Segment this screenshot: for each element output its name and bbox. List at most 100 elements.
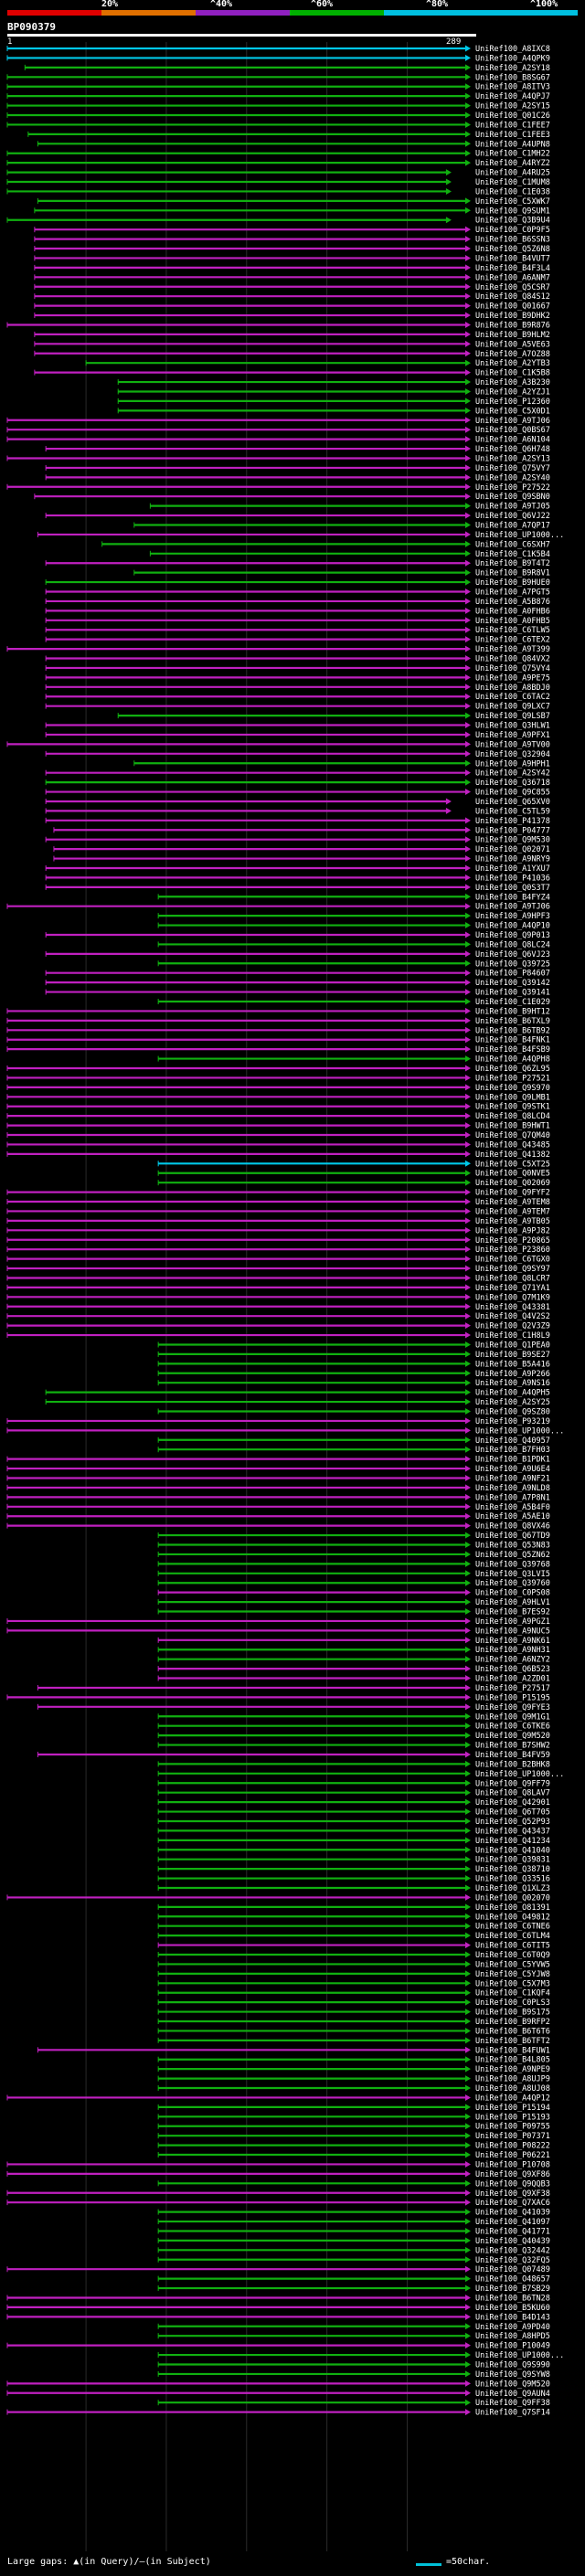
hit-row[interactable]: UniRef100_Q5ZN62 bbox=[157, 1551, 550, 1560]
hit-id-link[interactable]: UniRef100_Q02070 bbox=[475, 1893, 550, 1903]
hit-id-link[interactable]: UniRef100_P10708 bbox=[475, 2160, 550, 2169]
hit-id-link[interactable]: UniRef100_B9HWT1 bbox=[475, 1122, 550, 1131]
hit-row[interactable]: UniRef100_C0PLS3 bbox=[157, 1998, 550, 2008]
hit-id-link[interactable]: UniRef100_C1MUM8 bbox=[475, 178, 550, 187]
hit-row[interactable]: UniRef100_Q4V2S2 bbox=[6, 1312, 550, 1321]
hit-row[interactable]: UniRef100_Q42901 bbox=[157, 1798, 550, 1807]
hit-row[interactable]: UniRef100_C1E038 bbox=[6, 187, 550, 196]
hit-row[interactable]: UniRef100_A2YZJ1 bbox=[117, 387, 550, 397]
hit-row[interactable]: UniRef100_Q5CSR7 bbox=[34, 283, 550, 292]
hit-row[interactable]: UniRef100_A4QPK9 bbox=[6, 54, 550, 63]
hit-id-link[interactable]: UniRef100_Q6H748 bbox=[475, 445, 550, 454]
hit-row[interactable]: UniRef100_Q6H748 bbox=[45, 445, 550, 454]
hit-row[interactable]: UniRef100_A9NUC5 bbox=[6, 1627, 550, 1636]
hit-row[interactable]: UniRef100_P04777 bbox=[53, 826, 550, 835]
hit-id-link[interactable]: UniRef100_Q39831 bbox=[475, 1856, 550, 1865]
hit-row[interactable]: UniRef100_Q9M1G1 bbox=[157, 1712, 550, 1722]
hit-row[interactable]: UniRef100_B9T4T2 bbox=[45, 559, 550, 568]
hit-row[interactable]: UniRef100_P93219 bbox=[6, 1417, 550, 1426]
hit-id-link[interactable]: UniRef100_A9NUC5 bbox=[475, 1627, 550, 1636]
hit-id-link[interactable]: UniRef100_A8UJP9 bbox=[475, 2075, 550, 2084]
hit-id-link[interactable]: UniRef100_Q9M520 bbox=[475, 1732, 550, 1741]
hit-row[interactable]: UniRef100_Q1XLZ3 bbox=[157, 1884, 550, 1893]
hit-id-link[interactable]: UniRef100_Q9STK1 bbox=[475, 1103, 550, 1112]
hit-row[interactable]: UniRef100_Q43485 bbox=[6, 1140, 550, 1150]
hit-row[interactable]: UniRef100_Q9LMB1 bbox=[6, 1093, 550, 1102]
hit-row[interactable]: UniRef100_C6SXH7 bbox=[101, 540, 550, 549]
hit-id-link[interactable]: UniRef100_Q9FYE3 bbox=[475, 1703, 550, 1712]
hit-id-link[interactable]: UniRef100_Q53N83 bbox=[475, 1542, 550, 1551]
hit-row[interactable]: UniRef100_Q41234 bbox=[157, 1837, 550, 1846]
hit-id-link[interactable]: UniRef100_A9PFX1 bbox=[475, 731, 550, 740]
hit-id-link[interactable]: UniRef100_A9NS16 bbox=[475, 1379, 550, 1388]
hit-row[interactable]: UniRef100_Q02071 bbox=[53, 845, 550, 854]
hit-row[interactable]: UniRef100_B7SB29 bbox=[157, 2284, 550, 2294]
hit-id-link[interactable]: UniRef100_A7OZ88 bbox=[475, 350, 550, 359]
hit-id-link[interactable]: UniRef100_B9HUE0 bbox=[475, 578, 550, 588]
hit-row[interactable]: UniRef100_B5A416 bbox=[157, 1360, 550, 1369]
hit-row[interactable]: UniRef100_Q43437 bbox=[157, 1827, 550, 1836]
hit-id-link[interactable]: UniRef100_B6TFT2 bbox=[475, 2037, 550, 2046]
hit-id-link[interactable]: UniRef100_Q6B523 bbox=[475, 1665, 550, 1674]
hit-id-link[interactable]: UniRef100_A8ITV3 bbox=[475, 83, 550, 92]
hit-row[interactable]: UniRef100_A2SY13 bbox=[6, 454, 550, 463]
hit-row[interactable]: UniRef100_A9PD40 bbox=[157, 2323, 550, 2332]
hit-id-link[interactable]: UniRef100_A9TJ06 bbox=[475, 903, 550, 912]
hit-row[interactable]: UniRef100_Q9XF86 bbox=[6, 2170, 550, 2179]
hit-id-link[interactable]: UniRef100_Q1PEA0 bbox=[475, 1341, 550, 1350]
hit-id-link[interactable]: UniRef100_A7PGT5 bbox=[475, 588, 550, 598]
hit-id-link[interactable]: UniRef100_Q9LXC7 bbox=[475, 703, 550, 712]
hit-id-link[interactable]: UniRef100_O81391 bbox=[475, 1903, 550, 1913]
hit-id-link[interactable]: UniRef100_B2BHK8 bbox=[475, 1760, 550, 1769]
hit-row[interactable]: UniRef100_Q9FF38 bbox=[157, 2399, 550, 2408]
hit-id-link[interactable]: UniRef100_Q39725 bbox=[475, 959, 550, 969]
hit-id-link[interactable]: UniRef100_C1K5B4 bbox=[475, 550, 550, 559]
hit-row[interactable]: UniRef100_Q8LCR7 bbox=[6, 1274, 550, 1283]
hit-id-link[interactable]: UniRef100_C1E038 bbox=[475, 187, 550, 196]
hit-id-link[interactable]: UniRef100_B9R876 bbox=[475, 321, 550, 330]
hit-row[interactable]: UniRef100_Q84VX2 bbox=[45, 655, 550, 664]
hit-row[interactable]: UniRef100_Q9LSB7 bbox=[117, 712, 550, 721]
hit-id-link[interactable]: UniRef100_C6TLM4 bbox=[475, 1932, 550, 1941]
hit-row[interactable]: UniRef100_Q32442 bbox=[157, 2246, 550, 2255]
hit-row[interactable]: UniRef100_Q36718 bbox=[45, 779, 550, 788]
hit-row[interactable]: UniRef100_C0P9F5 bbox=[34, 226, 550, 235]
hit-id-link[interactable]: UniRef100_P27522 bbox=[475, 483, 550, 493]
hit-id-link[interactable]: UniRef100_Q9M1G1 bbox=[475, 1712, 550, 1722]
hit-row[interactable]: UniRef100_C6TGX0 bbox=[6, 1256, 550, 1265]
hit-row[interactable]: UniRef100_Q41039 bbox=[157, 2209, 550, 2218]
hit-row[interactable]: UniRef100_B1PDK1 bbox=[6, 1456, 550, 1465]
hit-row[interactable]: UniRef100_Q53N83 bbox=[157, 1542, 550, 1551]
hit-id-link[interactable]: UniRef100_C5YVW5 bbox=[475, 1960, 550, 1969]
hit-row[interactable]: UniRef100_A0FHB6 bbox=[45, 607, 550, 616]
hit-id-link[interactable]: UniRef100_A9NPE9 bbox=[475, 2065, 550, 2074]
hit-id-link[interactable]: UniRef100_A9TV00 bbox=[475, 740, 550, 749]
hit-row[interactable]: UniRef100_Q1PEA0 bbox=[157, 1341, 550, 1350]
hit-id-link[interactable]: UniRef100_P15193 bbox=[475, 2113, 550, 2122]
hit-id-link[interactable]: UniRef100_Q01C26 bbox=[475, 111, 550, 121]
hit-id-link[interactable]: UniRef100_A2SY13 bbox=[475, 454, 550, 463]
hit-row[interactable]: UniRef100_P27521 bbox=[6, 1074, 550, 1083]
hit-id-link[interactable]: UniRef100_Q9SYW8 bbox=[475, 2370, 550, 2380]
hit-id-link[interactable]: UniRef100_C6TEX2 bbox=[475, 636, 550, 645]
hit-row[interactable]: UniRef100_A2SY18 bbox=[24, 64, 550, 73]
hit-id-link[interactable]: UniRef100_P20865 bbox=[475, 1236, 550, 1246]
hit-id-link[interactable]: UniRef100_C6TNE6 bbox=[475, 1923, 550, 1932]
hit-id-link[interactable]: UniRef100_Q9XF86 bbox=[475, 2170, 550, 2179]
hit-row[interactable]: UniRef100_B9HWT1 bbox=[6, 1122, 550, 1131]
hit-id-link[interactable]: UniRef100_A9PJ82 bbox=[475, 1226, 550, 1235]
hit-id-link[interactable]: UniRef100_A6NZY2 bbox=[475, 1656, 550, 1665]
hit-id-link[interactable]: UniRef100_B7SHW2 bbox=[475, 1742, 550, 1751]
hit-row[interactable]: UniRef100_A9TJ05 bbox=[149, 503, 550, 512]
hit-row[interactable]: UniRef100_P15193 bbox=[157, 2113, 550, 2122]
hit-id-link[interactable]: UniRef100_Q3B9U4 bbox=[475, 217, 550, 226]
hit-row[interactable]: UniRef100_A8ITV3 bbox=[6, 83, 550, 92]
hit-row[interactable]: UniRef100_Q9M520 bbox=[157, 1732, 550, 1741]
hit-row[interactable]: UniRef100_A9TEM7 bbox=[6, 1207, 550, 1216]
hit-row[interactable]: UniRef100_Q9P013 bbox=[45, 931, 550, 940]
hit-id-link[interactable]: UniRef100_C0PLS3 bbox=[475, 1998, 550, 2008]
hit-row[interactable]: UniRef100_A4QPH5 bbox=[45, 1389, 550, 1398]
hit-row[interactable]: UniRef100_A4UPN8 bbox=[37, 140, 550, 149]
hit-id-link[interactable]: UniRef100_A9NF21 bbox=[475, 1475, 550, 1484]
hit-row[interactable]: UniRef100_B6TXL9 bbox=[6, 1017, 550, 1026]
